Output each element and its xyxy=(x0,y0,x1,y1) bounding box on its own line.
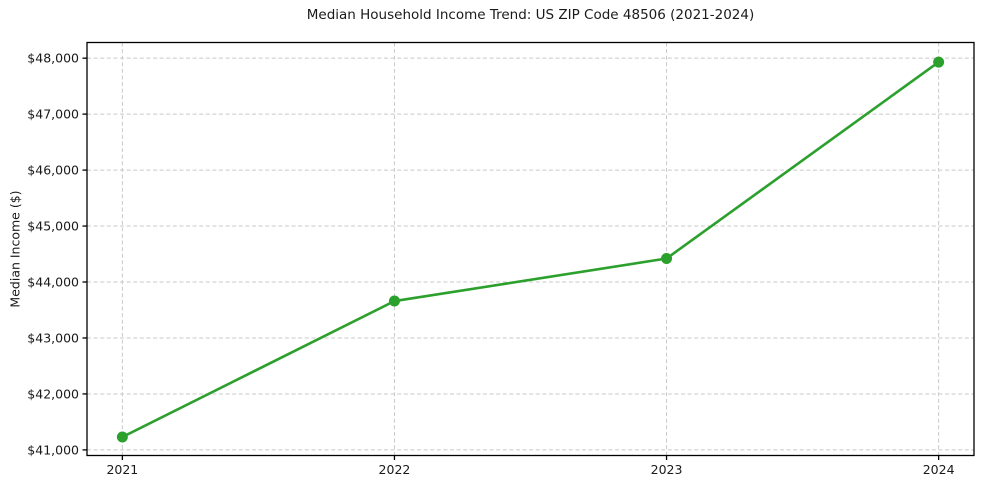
y-tick-label: $42,000 xyxy=(27,386,79,401)
x-tick-label: 2021 xyxy=(106,462,138,477)
chart-title: Median Household Income Trend: US ZIP Co… xyxy=(306,7,755,23)
x-tick-label: 2022 xyxy=(379,462,411,477)
y-tick-label: $48,000 xyxy=(27,51,79,66)
axes-box xyxy=(86,41,975,457)
trend-line xyxy=(121,60,940,439)
data-point xyxy=(116,431,128,443)
data-point xyxy=(388,295,400,307)
y-tick-label: $44,000 xyxy=(27,275,79,290)
data-point xyxy=(933,56,945,68)
y-tick-label: $47,000 xyxy=(27,107,79,122)
x-tick-label: 2023 xyxy=(651,462,683,477)
y-tick-label: $45,000 xyxy=(27,219,79,234)
data-point xyxy=(661,253,673,265)
y-tick-label: $43,000 xyxy=(27,330,79,345)
y-tick-label: $41,000 xyxy=(27,442,79,457)
y-tick-label: $46,000 xyxy=(27,163,79,178)
x-tick-label: 2024 xyxy=(923,462,955,477)
